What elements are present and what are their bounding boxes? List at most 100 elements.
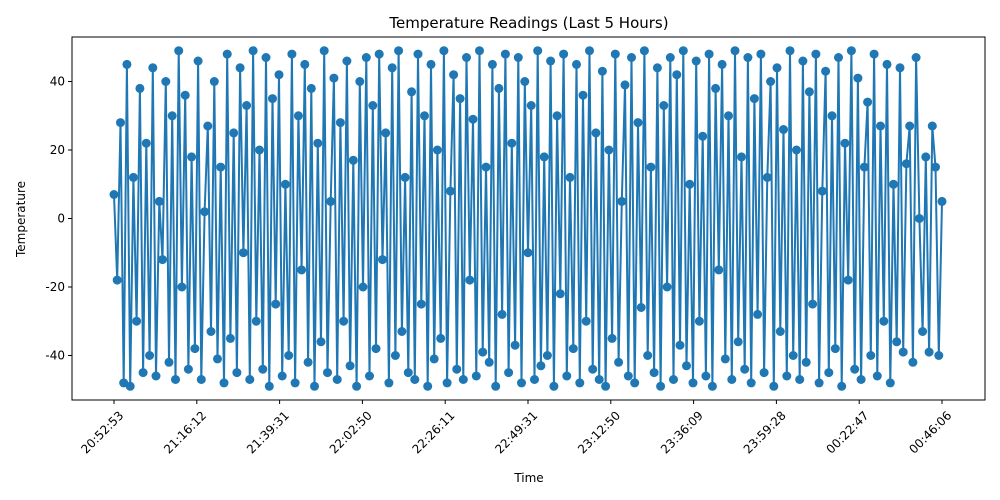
data-point: [426, 59, 436, 69]
data-point: [931, 162, 940, 172]
data-point: [167, 111, 177, 121]
data-point: [478, 347, 488, 357]
data-point: [924, 347, 934, 357]
data-point: [707, 381, 717, 391]
data-point: [882, 59, 892, 69]
data-point: [339, 316, 349, 326]
data-point: [672, 70, 682, 80]
data-point: [720, 354, 730, 364]
data-point: [429, 354, 439, 364]
data-point: [533, 46, 543, 56]
data-point: [374, 49, 384, 59]
data-point: [345, 361, 355, 371]
data-point: [413, 49, 423, 59]
data-point: [879, 316, 889, 326]
data-point: [834, 53, 843, 62]
data-point: [795, 375, 805, 384]
data-point: [326, 196, 336, 206]
data-point: [206, 327, 216, 336]
data-point: [565, 172, 575, 182]
data-point: [889, 179, 898, 189]
data-point: [669, 375, 678, 384]
x-axis: 20:52:53 21:16:12 21:39:31 22:02:50 22:26:11…: [78, 400, 954, 456]
data-point: [365, 371, 374, 381]
data-point: [869, 49, 879, 59]
data-point: [487, 59, 497, 69]
data-point: [410, 375, 420, 384]
x-tick-label: 23:12:50: [575, 408, 623, 456]
data-point: [403, 368, 413, 378]
data-point: [753, 309, 763, 319]
data-point: [685, 179, 695, 189]
data-point: [542, 351, 552, 360]
data-point: [238, 248, 248, 258]
data-point: [601, 381, 611, 391]
data-point: [445, 186, 455, 196]
data-point: [213, 354, 222, 364]
data-point: [371, 344, 381, 354]
data-point: [313, 138, 323, 148]
data-point: [462, 53, 471, 62]
data-point: [491, 381, 501, 391]
data-point: [798, 56, 808, 66]
data-point: [193, 56, 203, 66]
data-point: [300, 59, 310, 69]
data-point: [892, 337, 902, 347]
data-point: [743, 53, 753, 62]
data-point: [627, 53, 636, 62]
data-point: [552, 111, 562, 121]
data-point: [290, 378, 300, 388]
data-point: [232, 368, 242, 378]
data-point: [484, 357, 494, 367]
data-point: [216, 162, 226, 172]
data-point: [837, 381, 847, 391]
data-point: [914, 214, 924, 223]
data-point: [856, 375, 866, 384]
data-point: [154, 196, 164, 206]
data-point: [749, 94, 759, 104]
data-point: [158, 255, 167, 265]
data-point: [397, 327, 407, 336]
data-point: [358, 282, 368, 292]
data-point: [145, 351, 155, 360]
data-point: [161, 77, 171, 86]
data-point: [258, 364, 268, 374]
data-point: [591, 128, 601, 138]
data-point: [507, 138, 517, 148]
data-point: [769, 381, 779, 391]
y-tick-label: -40: [45, 348, 65, 362]
data-point: [620, 80, 630, 90]
data-point: [355, 77, 365, 86]
data-point: [342, 56, 352, 66]
data-point: [901, 159, 911, 169]
data-point: [530, 375, 539, 384]
data-point: [135, 83, 145, 93]
data-point: [209, 77, 219, 86]
data-point: [319, 46, 329, 56]
series-line: [113, 49, 943, 388]
data-point: [597, 66, 607, 76]
data-point: [125, 381, 135, 391]
data-point: [678, 46, 688, 56]
x-tick-label: 00:22:47: [824, 408, 872, 456]
data-point: [594, 375, 604, 384]
data-point: [688, 378, 698, 388]
data-point: [348, 155, 358, 165]
data-point: [614, 357, 624, 367]
data-point: [555, 289, 565, 299]
data-point: [737, 152, 746, 162]
data-point: [138, 368, 148, 378]
x-tick-label: 22:26:11: [410, 408, 458, 456]
data-point: [694, 316, 704, 326]
data-point: [394, 46, 404, 56]
data-point: [517, 378, 526, 388]
data-point: [442, 378, 452, 388]
data-point: [704, 49, 714, 59]
data-point: [128, 172, 138, 182]
data-point: [171, 375, 180, 384]
data-point: [604, 145, 614, 155]
data-point: [568, 344, 578, 354]
data-point: [617, 196, 627, 206]
y-axis-title: Temperature: [14, 181, 28, 258]
data-point: [500, 49, 510, 59]
